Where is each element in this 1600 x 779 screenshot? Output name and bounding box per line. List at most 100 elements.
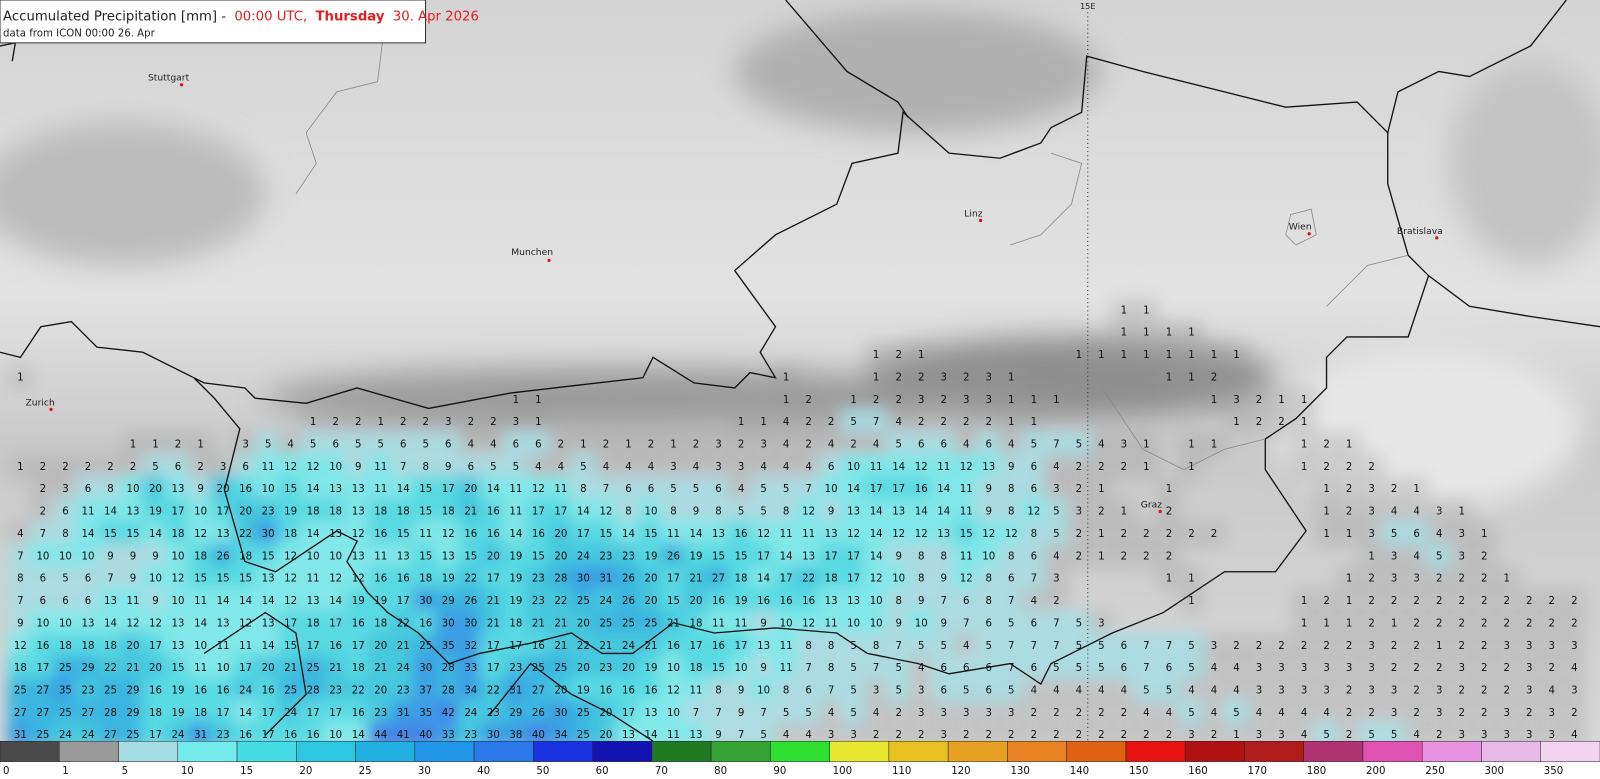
precip-value: 3 bbox=[1053, 574, 1059, 585]
precip-value: 2 bbox=[130, 462, 136, 473]
precip-value: 16 bbox=[194, 685, 207, 696]
precip-value: 2 bbox=[1031, 708, 1037, 719]
precip-cell bbox=[637, 565, 665, 592]
precip-cell bbox=[277, 699, 304, 727]
precip-value: 35 bbox=[59, 685, 72, 696]
precip-cell bbox=[254, 475, 282, 503]
precip-value: 17 bbox=[892, 484, 905, 495]
precip-cell bbox=[727, 632, 755, 660]
precip-value: 3 bbox=[1098, 618, 1104, 629]
precip-cell bbox=[457, 677, 485, 704]
precip-cell bbox=[840, 408, 867, 436]
precip-value: 20 bbox=[577, 618, 590, 629]
precip-cell bbox=[187, 498, 214, 525]
precip-value: 2 bbox=[603, 440, 609, 451]
precip-value: 25 bbox=[36, 730, 49, 741]
precip-cell bbox=[1448, 699, 1475, 727]
precip-value: 2 bbox=[1368, 618, 1374, 629]
precip-cell bbox=[547, 431, 575, 458]
precip-value: 13 bbox=[104, 596, 117, 607]
precip-cell bbox=[953, 610, 980, 637]
precip-cell bbox=[817, 699, 845, 727]
precip-value: 6 bbox=[1166, 663, 1172, 674]
precip-cell bbox=[817, 431, 845, 458]
precip-value: 12 bbox=[892, 529, 905, 540]
precip-cell bbox=[705, 632, 732, 660]
precip-cell bbox=[164, 632, 192, 660]
precip-cell bbox=[1110, 453, 1138, 481]
precip-cell bbox=[277, 475, 304, 503]
title-time: 00:00 UTC, bbox=[234, 9, 307, 24]
precip-value: 20 bbox=[644, 596, 657, 607]
precip-cell bbox=[7, 610, 34, 637]
precip-cell bbox=[1313, 610, 1340, 637]
precip-cell bbox=[750, 543, 777, 570]
precip-value: 16 bbox=[329, 641, 342, 652]
precip-value: 1 bbox=[1211, 395, 1217, 406]
precip-value: 2 bbox=[1256, 641, 1262, 652]
precip-value: 1 bbox=[873, 372, 879, 383]
precip-value: 2 bbox=[332, 417, 338, 428]
precip-cell bbox=[142, 475, 169, 503]
precip-cell bbox=[840, 699, 867, 727]
precip-cell bbox=[615, 677, 642, 704]
precip-value: 16 bbox=[239, 484, 252, 495]
precip-cell bbox=[1020, 610, 1048, 637]
precip-cell bbox=[119, 654, 147, 682]
colorbar-swatch bbox=[236, 740, 297, 762]
precip-cell bbox=[435, 543, 462, 570]
precip-cell bbox=[1088, 654, 1115, 682]
precip-value: 30 bbox=[262, 529, 275, 540]
precip-cell bbox=[998, 632, 1025, 660]
precip-cell bbox=[1538, 654, 1566, 682]
precip-cell bbox=[209, 565, 237, 592]
precip-value: 20 bbox=[690, 596, 703, 607]
precip-value: 9 bbox=[197, 484, 203, 495]
precip-cell bbox=[975, 587, 1003, 615]
precip-value: 21 bbox=[554, 641, 567, 652]
precip-value: 6 bbox=[62, 507, 68, 518]
precip-value: 3 bbox=[738, 462, 744, 473]
precip-value: 1 bbox=[1278, 395, 1284, 406]
precip-value: 2 bbox=[1504, 596, 1510, 607]
precip-value: 12 bbox=[194, 529, 207, 540]
precip-value: 7 bbox=[1166, 641, 1172, 652]
precip-value: 20 bbox=[599, 708, 612, 719]
precip-cell bbox=[682, 431, 710, 458]
precip-cell bbox=[1561, 610, 1588, 637]
precip-cell bbox=[164, 431, 192, 458]
precip-value: 14 bbox=[757, 574, 770, 585]
precip-value: 11 bbox=[960, 507, 973, 518]
precip-value: 1 bbox=[1166, 574, 1172, 585]
precip-value: 6 bbox=[1031, 663, 1037, 674]
precip-cell bbox=[367, 408, 394, 436]
precip-value: 31 bbox=[194, 730, 207, 741]
precip-cell bbox=[1448, 677, 1475, 704]
precip-value: 2 bbox=[1436, 730, 1442, 741]
precip-value: 25 bbox=[644, 618, 657, 629]
precip-cell bbox=[412, 632, 440, 660]
precip-value: 16 bbox=[780, 596, 793, 607]
precip-cell bbox=[1493, 632, 1521, 660]
precip-cell bbox=[367, 654, 394, 682]
precip-cell bbox=[817, 408, 845, 436]
precip-value: 1 bbox=[1121, 328, 1127, 339]
precip-cell bbox=[52, 520, 79, 548]
precip-cell bbox=[570, 520, 597, 548]
precip-cell bbox=[344, 677, 372, 704]
precip-cell bbox=[682, 565, 710, 592]
precip-value: 2 bbox=[1346, 730, 1352, 741]
precip-value: 5 bbox=[850, 417, 856, 428]
precip-cell bbox=[1358, 565, 1385, 592]
precip-cell bbox=[1110, 431, 1138, 458]
precip-value: 18 bbox=[284, 529, 297, 540]
precip-value: 5 bbox=[1076, 440, 1082, 451]
precip-cell bbox=[1110, 498, 1138, 525]
precip-value: 14 bbox=[644, 730, 657, 741]
precip-value: 26 bbox=[464, 596, 477, 607]
precip-value: 3 bbox=[1346, 663, 1352, 674]
precip-value: 13 bbox=[329, 484, 342, 495]
colorbar-label: 25 bbox=[359, 766, 372, 777]
precip-cell bbox=[975, 386, 1003, 414]
precip-cell bbox=[862, 408, 890, 436]
